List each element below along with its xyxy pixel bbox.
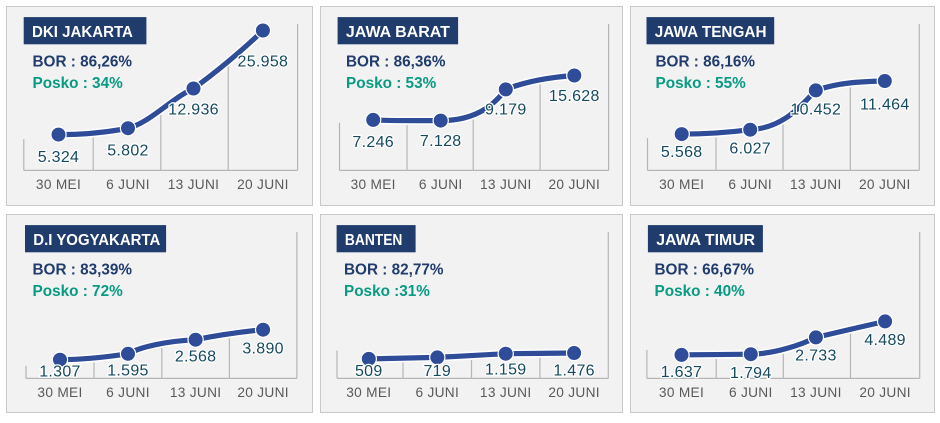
svg-text:JAWA TIMUR: JAWA TIMUR [656,232,755,249]
svg-text:15.628: 15.628 [549,88,600,105]
svg-text:30 MEI: 30 MEI [36,177,81,192]
svg-text:1.595: 1.595 [107,362,149,379]
svg-text:13 JUNI: 13 JUNI [790,385,842,400]
svg-text:12.936: 12.936 [168,102,219,119]
svg-text:1.476: 1.476 [553,362,595,379]
svg-text:JAWA BARAT: JAWA BARAT [346,24,450,41]
svg-text:BOR : 82,77%: BOR : 82,77% [344,262,444,279]
svg-text:719: 719 [423,363,451,380]
svg-text:6 JUNI: 6 JUNI [419,177,463,192]
svg-text:30 MEI: 30 MEI [37,385,82,400]
svg-text:30 MEI: 30 MEI [346,385,391,400]
svg-text:25.958: 25.958 [238,54,289,71]
svg-text:20 JUNI: 20 JUNI [548,385,600,400]
svg-text:3.890: 3.890 [242,340,284,357]
svg-text:BOR : 86,16%: BOR : 86,16% [656,54,756,71]
svg-text:20 JUNI: 20 JUNI [859,177,911,192]
svg-text:13 JUNI: 13 JUNI [480,385,532,400]
svg-text:13 JUNI: 13 JUNI [790,177,842,192]
svg-text:6 JUNI: 6 JUNI [106,177,150,192]
svg-text:7.246: 7.246 [352,134,394,151]
svg-text:30 MEI: 30 MEI [351,177,396,192]
svg-text:20 JUNI: 20 JUNI [859,385,911,400]
svg-text:13 JUNI: 13 JUNI [168,177,220,192]
svg-text:20 JUNI: 20 JUNI [237,385,289,400]
svg-text:JAWA TENGAH: JAWA TENGAH [655,24,767,41]
svg-text:30 MEI: 30 MEI [659,385,704,400]
svg-text:BOR : 86,36%: BOR : 86,36% [346,54,446,71]
svg-text:6 JUNI: 6 JUNI [106,385,150,400]
svg-text:Posko : 40%: Posko : 40% [655,283,745,300]
svg-text:BANTEN: BANTEN [345,232,403,249]
svg-text:6 JUNI: 6 JUNI [415,385,459,400]
svg-text:10.452: 10.452 [790,102,841,119]
svg-text:5.802: 5.802 [107,142,149,159]
svg-text:30 MEI: 30 MEI [659,177,704,192]
svg-text:6 JUNI: 6 JUNI [729,385,773,400]
svg-text:20 JUNI: 20 JUNI [549,177,601,192]
svg-text:5.324: 5.324 [38,149,80,166]
svg-text:6 JUNI: 6 JUNI [728,177,772,192]
svg-text:9.179: 9.179 [485,102,527,119]
svg-text:Posko : 55%: Posko : 55% [656,75,746,92]
svg-text:1.794: 1.794 [730,365,772,382]
svg-text:1.159: 1.159 [485,362,527,379]
svg-text:1.637: 1.637 [661,364,703,381]
svg-text:Posko : 72%: Posko : 72% [33,283,123,300]
svg-text:509: 509 [355,363,383,380]
svg-text:Posko :31%: Posko :31% [344,283,430,300]
svg-text:11.464: 11.464 [860,97,910,114]
svg-text:Posko : 34%: Posko : 34% [33,75,123,92]
svg-text:2.568: 2.568 [175,348,217,365]
svg-text:13 JUNI: 13 JUNI [480,177,532,192]
svg-text:7.128: 7.128 [420,133,462,150]
svg-text:4.489: 4.489 [864,332,906,349]
svg-text:6.027: 6.027 [729,140,771,157]
svg-text:DKI JAKARTA: DKI JAKARTA [32,24,133,41]
svg-text:D.I YOGYAKARTA: D.I YOGYAKARTA [33,232,160,249]
svg-text:2.733: 2.733 [795,347,837,364]
svg-text:BOR : 66,67%: BOR : 66,67% [655,262,755,279]
svg-text:1.307: 1.307 [39,363,81,380]
svg-text:BOR : 83,39%: BOR : 83,39% [33,262,133,279]
svg-text:BOR : 86,26%: BOR : 86,26% [33,54,133,71]
svg-text:5.568: 5.568 [661,144,703,161]
svg-text:20 JUNI: 20 JUNI [237,177,289,192]
svg-text:13 JUNI: 13 JUNI [170,385,222,400]
svg-text:Posko : 53%: Posko : 53% [346,75,436,92]
